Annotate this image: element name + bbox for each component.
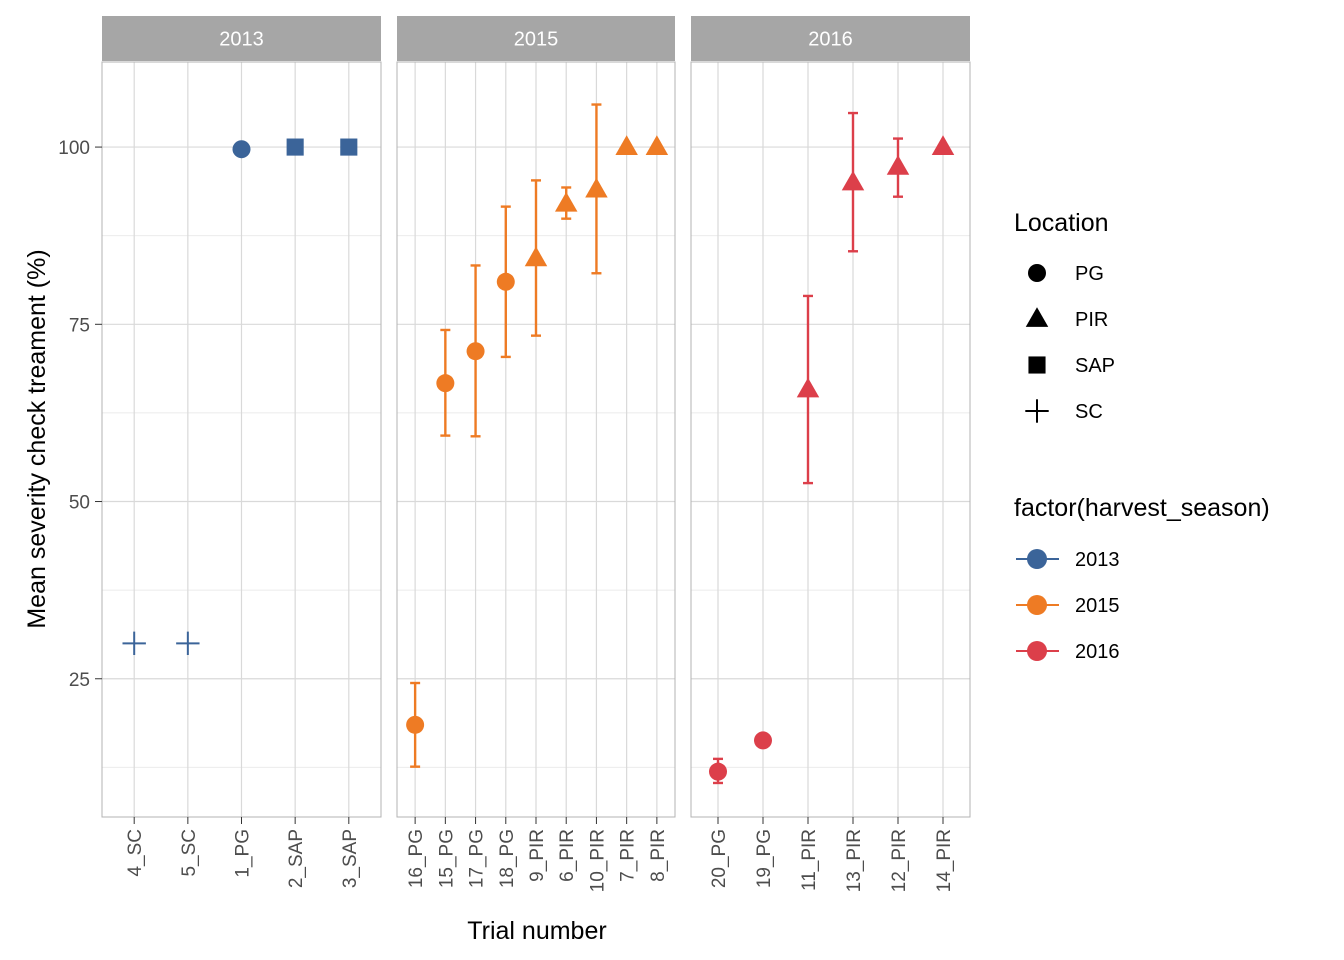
x-tick-label: 3_SAP — [340, 829, 361, 888]
panel-strip — [397, 16, 675, 61]
legend-item-pg: PG — [1028, 263, 1104, 285]
panel-strip-title: 2013 — [219, 29, 264, 51]
circle-icon — [1028, 264, 1046, 282]
x-tick-label: 6_PIR — [557, 829, 578, 882]
panel-strip-title: 2016 — [808, 29, 853, 51]
x-tick-label: 11_PIR — [799, 829, 820, 891]
data-point — [931, 135, 955, 155]
data-point — [286, 138, 304, 156]
legend-item-2016: 2016 — [1016, 641, 1120, 663]
data-point — [615, 135, 638, 155]
data-point — [496, 272, 515, 291]
legend-label: 2013 — [1075, 549, 1120, 571]
data-point — [754, 731, 772, 750]
x-tick-label: 16_PG — [406, 829, 427, 888]
data-point — [436, 374, 455, 393]
data-point — [554, 191, 578, 212]
panel-background — [691, 62, 970, 817]
data-point — [122, 631, 146, 656]
circle-icon — [1027, 641, 1047, 661]
x-tick-label: 2_SAP — [286, 829, 307, 888]
triangle-icon — [1025, 307, 1049, 327]
data-point — [796, 377, 820, 398]
legend-label: 2015 — [1075, 595, 1120, 617]
data-point — [176, 631, 200, 656]
panel-strip-title: 2015 — [514, 29, 559, 51]
legend-item-sc: SC — [1025, 399, 1103, 423]
panel-2015: 2015 16_PG 15_PG 17_PG 18_PG 9_PIR 6_PIR 10_PIR… — [396, 16, 676, 892]
x-tick-label: 15_PG — [436, 829, 457, 888]
y-axis: 25 50 75 100 — [58, 138, 102, 691]
legend-item-sap: SAP — [1028, 355, 1115, 377]
plus-icon — [1025, 399, 1049, 423]
panel-strip — [691, 16, 970, 61]
x-tick-label: 18_PG — [497, 829, 518, 888]
y-tick-label: 100 — [58, 138, 90, 159]
data-point — [585, 177, 608, 198]
circle-icon — [1027, 595, 1047, 615]
data-point — [466, 342, 485, 361]
legend-label: PIR — [1075, 309, 1108, 331]
x-tick-label: 5_SC — [179, 829, 200, 877]
x-axis-title: Trial number — [467, 917, 606, 945]
x-tick-label: 17_PG — [467, 829, 488, 888]
legend-item-pir: PIR — [1025, 307, 1108, 331]
circle-icon — [1027, 549, 1047, 569]
legend-item-2015: 2015 — [1016, 595, 1120, 617]
panel-strip — [102, 16, 381, 61]
legend-title: factor(harvest_season) — [1014, 494, 1270, 522]
x-tick-label: 8_PIR — [648, 829, 669, 882]
panels: 2013 4_SC 5_SC 1_PG 2_SAP 3_SAP 2015 16_PG 15_PG… — [101, 16, 971, 892]
legends: Location PG PIR SAP SC factor(harvest_season)… — [1014, 209, 1270, 663]
panel-2013: 2013 4_SC 5_SC 1_PG 2_SAP 3_SAP — [101, 16, 382, 888]
x-tick-label: 10_PIR — [587, 829, 608, 892]
legend-label: SC — [1075, 401, 1103, 423]
legend-location: Location PG PIR SAP SC — [1014, 209, 1115, 423]
y-tick-label: 75 — [69, 315, 90, 336]
data-point — [232, 140, 251, 159]
x-tick-label: 7_PIR — [618, 829, 639, 882]
panel-border — [690, 61, 971, 818]
x-tick-label: 4_SC — [125, 829, 146, 877]
x-tick-label: 9_PIR — [527, 829, 548, 882]
legend-label: 2016 — [1075, 641, 1120, 663]
x-tick-label: 1_PG — [233, 829, 254, 878]
legend-label: SAP — [1075, 355, 1115, 377]
x-tick-label: 19_PG — [754, 829, 775, 888]
y-tick-label: 50 — [69, 493, 90, 514]
panel-2016: 2016 20_PG 19_PG 11_PIR 13_PIR 12_PIR 14_PIR — [690, 16, 971, 892]
legend-item-2013: 2013 — [1016, 549, 1120, 571]
y-axis-title: Mean severity check treament (%) — [23, 249, 51, 628]
legend-harvest-season: factor(harvest_season) 2013 2015 2016 — [1014, 494, 1270, 663]
data-point — [524, 246, 548, 267]
data-point — [886, 155, 910, 175]
data-point — [340, 138, 358, 156]
data-point — [645, 135, 669, 155]
legend-title: Location — [1014, 209, 1109, 237]
x-tick-label: 12_PIR — [889, 829, 910, 892]
y-tick-label: 25 — [69, 670, 90, 691]
data-point — [841, 170, 865, 191]
legend-label: PG — [1075, 263, 1104, 285]
data-point — [709, 762, 727, 781]
data-point — [406, 715, 425, 734]
square-icon — [1028, 356, 1046, 374]
x-tick-label: 14_PIR — [934, 829, 955, 892]
x-tick-label: 13_PIR — [844, 829, 865, 892]
x-tick-label: 20_PG — [709, 829, 730, 888]
